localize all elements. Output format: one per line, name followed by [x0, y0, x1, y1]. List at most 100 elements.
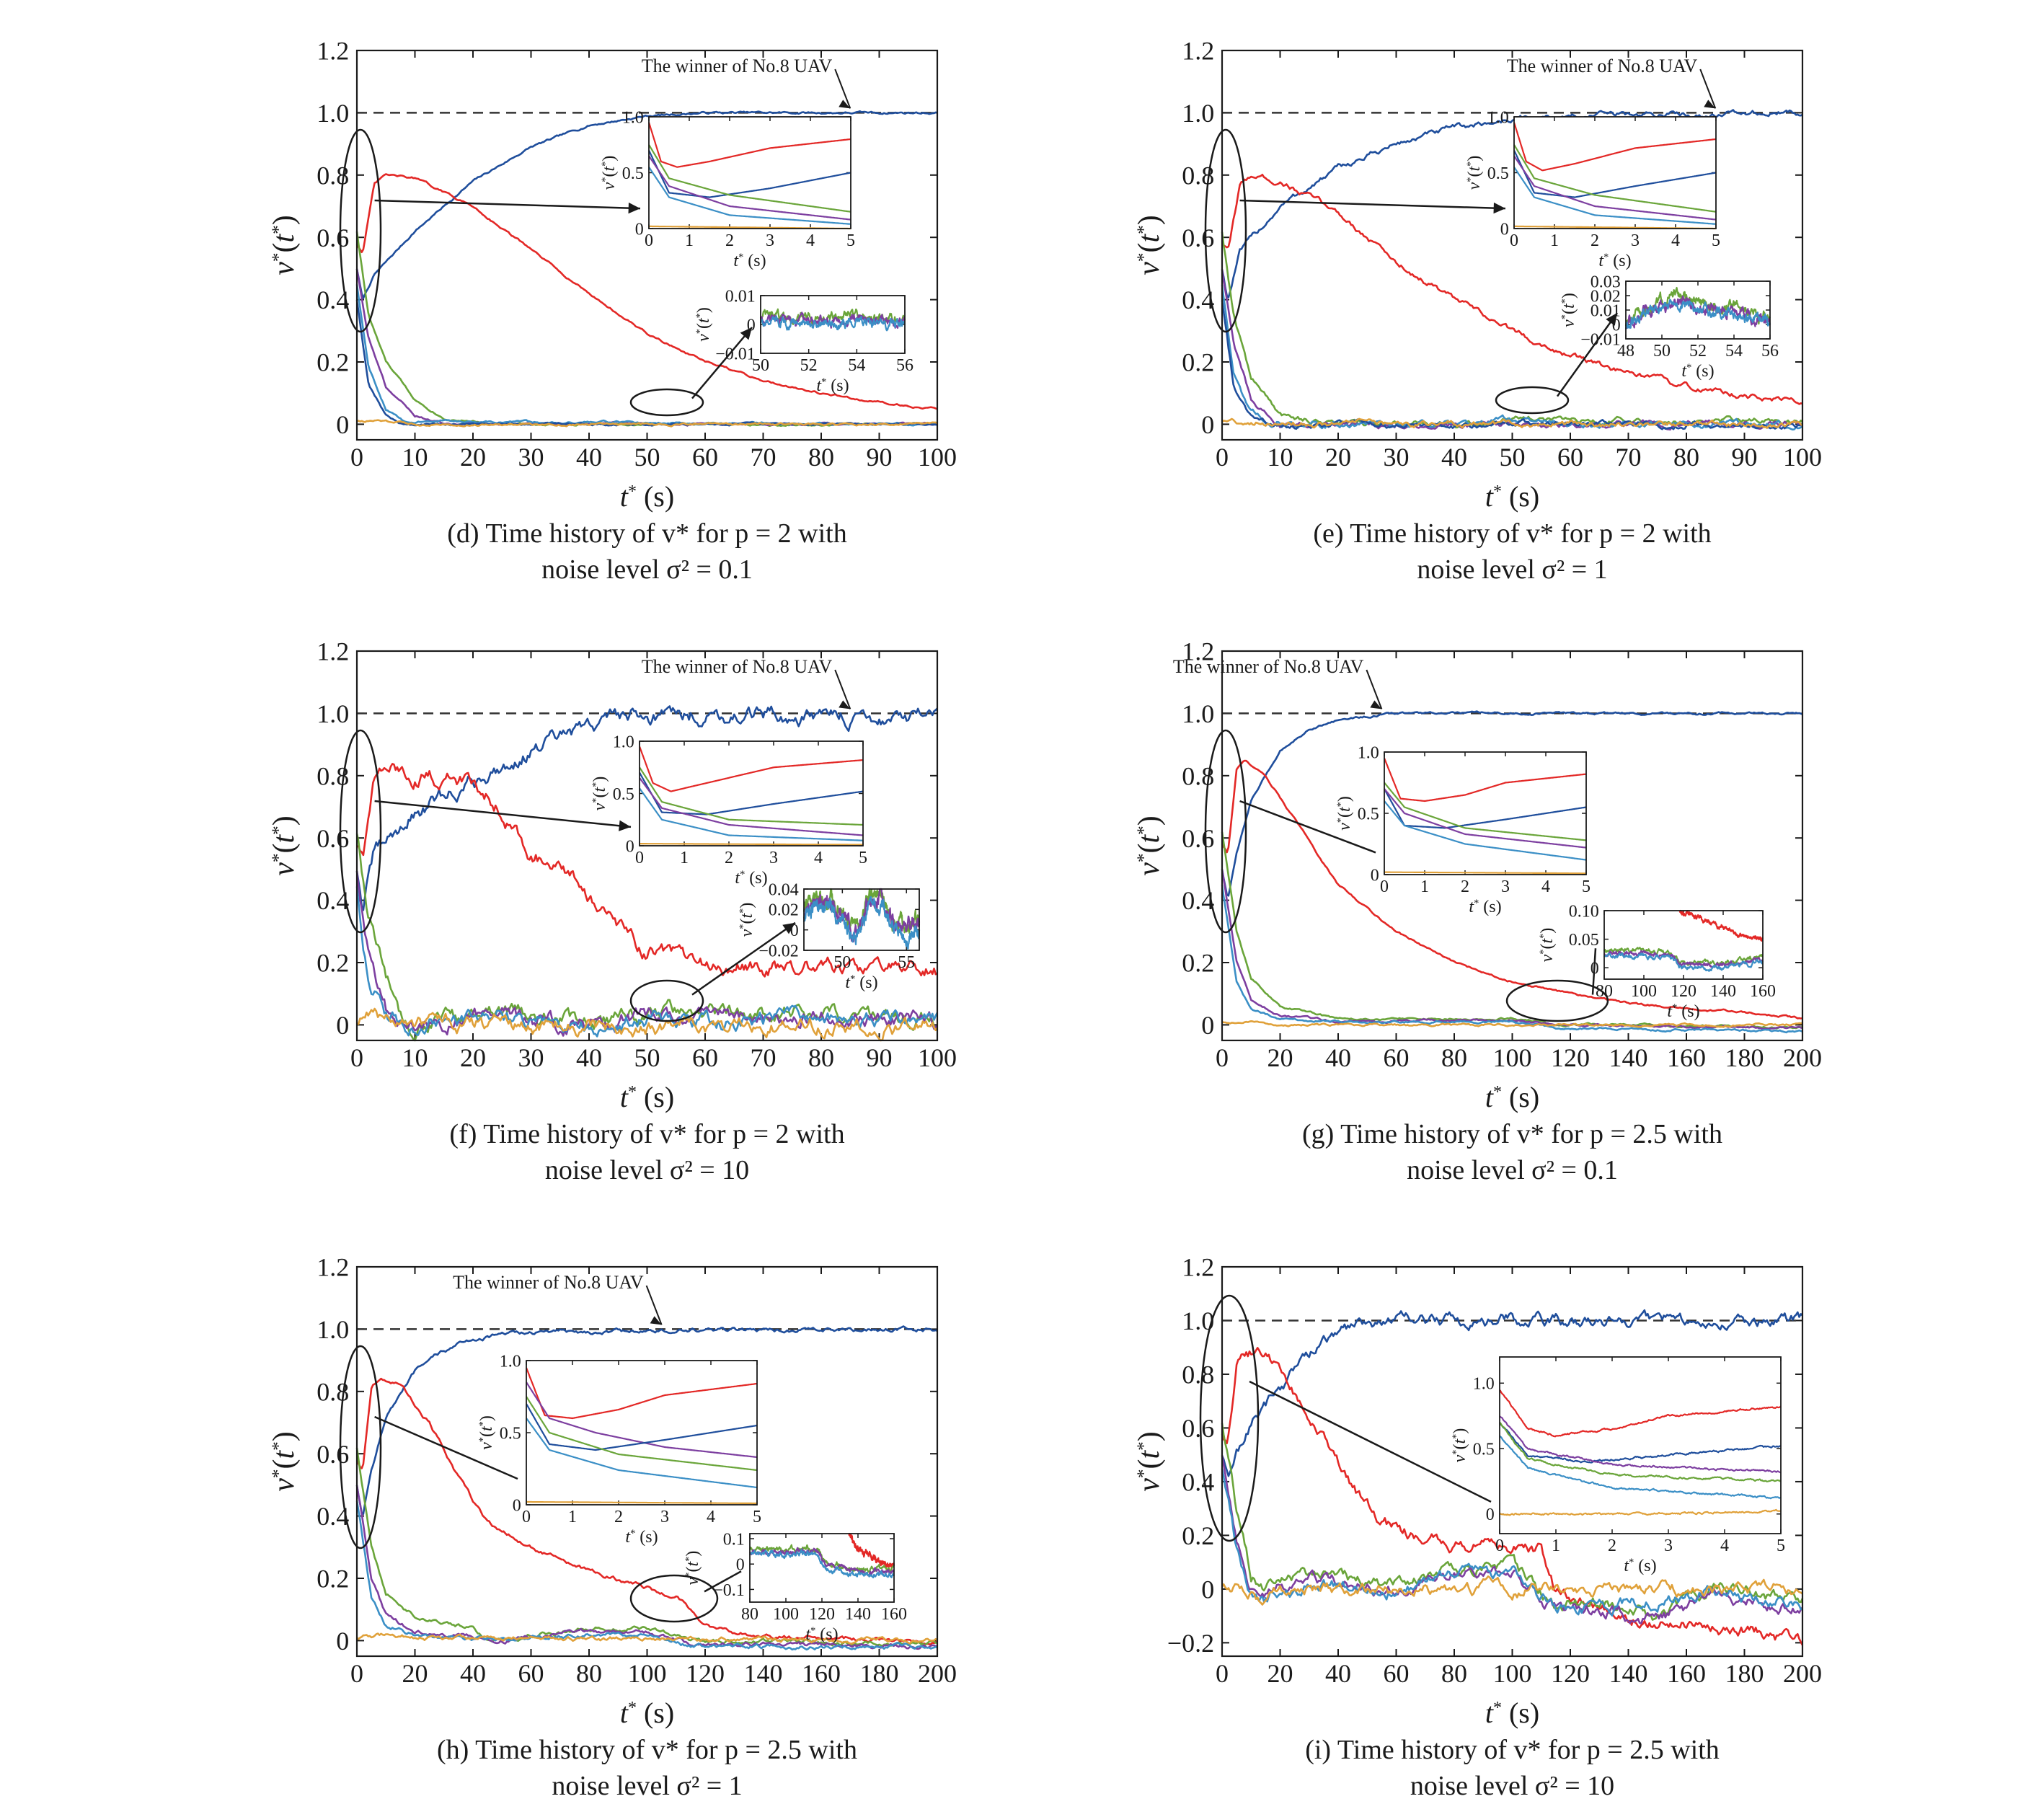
inset-frame: [526, 1360, 758, 1505]
series-line-orange: [356, 1632, 938, 1645]
panel-i-x-tick-label: 120: [1551, 1659, 1590, 1688]
inset-x-tick-label: 80: [1596, 982, 1613, 1001]
inset-y-tick-label: 1.0: [1358, 743, 1379, 762]
y-axis-label: v*(t*): [1133, 215, 1166, 275]
inset-x-tick-label: 5: [846, 231, 855, 250]
panel-f-x-tick-label: 100: [918, 1043, 957, 1072]
x-axis-label: t* (s): [620, 1081, 674, 1113]
y-axis-label: v*(t*): [1133, 1431, 1166, 1492]
panel-d-y-tick-label: 0.6: [317, 224, 349, 252]
inset-series-line-teal: [526, 1418, 758, 1489]
inset-y-tick-label: 0: [1371, 866, 1379, 885]
series-line-orange: [1221, 417, 1803, 429]
panel-g-x-tick-label: 200: [1783, 1043, 1822, 1072]
zoom-ellipse: [1204, 128, 1247, 333]
inset-plot-area: [640, 741, 863, 846]
panel-d-y-tick-label: 0.2: [317, 348, 349, 377]
winner-annotation: The winner of No.8 UAV: [642, 56, 833, 76]
inset-series-line-teal: [802, 896, 921, 950]
inset-y-tick-label: 0: [1486, 1505, 1495, 1524]
arrow-head: [628, 202, 640, 214]
panel-f-y-tick-label: 1.0: [317, 699, 349, 728]
inset-frame: [1603, 910, 1764, 980]
inset-frame: [1499, 1356, 1782, 1534]
inset-y-axis-label: v*(t*): [1465, 156, 1484, 190]
inset-series-line-teal: [639, 787, 864, 841]
inset-plot-area: [1604, 911, 1763, 979]
series-line-teal: [1221, 1468, 1803, 1617]
inset-x-tick-label: 5: [753, 1508, 761, 1526]
panel-e: 0 10 20 30 40 50 60 70 80 90 10000.20.40.60.81.01.…: [1133, 37, 1822, 513]
panel-f-x-tick-label: 60: [692, 1043, 718, 1072]
annotation-arrow: [834, 669, 851, 709]
caption-line-1: (h) Time history of v* for p = 2.5 with: [437, 1735, 857, 1765]
inset-x-tick-label: 80: [741, 1605, 758, 1624]
caption-line-2: noise level σ² = 10: [1410, 1771, 1615, 1801]
inset-frame: [1513, 116, 1717, 229]
inset-plot-area: [526, 1361, 757, 1505]
inset-series-line-green: [639, 766, 864, 826]
zoom-connector: [1239, 800, 1376, 854]
caption-line-1: (g) Time history of v* for p = 2.5 with: [1302, 1119, 1722, 1149]
inset-x-tick-label: 120: [809, 1605, 835, 1624]
panel-e-y-tick-label: 1.0: [1182, 99, 1214, 128]
inset-series-line-purple: [1384, 788, 1587, 849]
inset-series-line-orange: [526, 1500, 758, 1505]
inset-x-tick-label: 1: [568, 1508, 577, 1526]
panel-f-x-tick-label: 0: [350, 1043, 363, 1072]
inset-x-tick-label: 5: [1777, 1537, 1785, 1555]
y-axis-label: v*(t*): [267, 815, 301, 876]
inset-series-line-teal: [1499, 1435, 1782, 1500]
inset-x-tick-label: 4: [707, 1508, 715, 1526]
panel-f-x-tick-label: 80: [808, 1043, 834, 1072]
panel-i-x-tick-label: 40: [1325, 1659, 1351, 1688]
zoom-ellipse: [629, 979, 704, 1022]
panel-h-x-tick-label: 60: [518, 1659, 544, 1688]
zoom-connector: [1249, 1380, 1492, 1503]
inset-y-tick-label: 0.02: [769, 901, 799, 920]
panel-i-y-tick-label: 1.2: [1182, 1253, 1214, 1282]
inset-x-axis-label: t* (s): [625, 1528, 658, 1547]
panel-e-x-tick-label: 100: [1783, 443, 1822, 472]
panel-d-x-tick-label: 50: [634, 443, 660, 472]
inset-x-tick-label: 56: [896, 356, 913, 375]
inset-y-tick-label: 0: [1590, 960, 1599, 978]
caption-line-1: (i) Time history of v* for p = 2.5 with: [1305, 1735, 1720, 1765]
panel-g-y-tick-label: 0.2: [1182, 949, 1214, 978]
panel-i: 0 20 40 60 80 100 120 140 160 180 200−0.200.20.40.…: [1133, 1253, 1822, 1729]
inset-x-tick-label: 160: [1750, 982, 1776, 1001]
panel-i-y-tick-label: 0.8: [1182, 1361, 1214, 1389]
inset-x-tick-label: 3: [1631, 231, 1640, 250]
inset-x-tick-label: 2: [614, 1508, 623, 1526]
inset-y-tick-label: 0.10: [1569, 902, 1599, 921]
inset-series-line-green: [648, 144, 851, 213]
panel-i-y-tick-label: 0: [1201, 1575, 1214, 1604]
panel-h-x-tick-label: 80: [576, 1659, 602, 1688]
inset-x-axis-label: t* (s): [735, 869, 767, 888]
panel-e-x-tick-label: 60: [1557, 443, 1583, 472]
panel-f-x-tick-label: 30: [518, 1043, 544, 1072]
inset-y-tick-label: 0: [626, 837, 634, 856]
inset-x-tick-label: 2: [1608, 1537, 1616, 1555]
annotation-arrow: [834, 68, 851, 109]
inset-frame: [760, 295, 906, 354]
plot-frame: [1221, 650, 1804, 1042]
inset-y-tick-label: 0: [736, 1556, 745, 1575]
zoom-connector: [691, 327, 753, 399]
inset-series-line-runner: [848, 1532, 895, 1570]
inset-y-tick-label: −0.1: [713, 1581, 745, 1600]
inset-x-tick-label: 3: [660, 1508, 669, 1526]
inset-x-tick-label: 0: [1495, 1537, 1504, 1555]
inset-g-1: 0 1 2 3 4 5 0 0.5 1.0 t* (s) v*(t*): [1335, 743, 1590, 916]
annotation-arrow-head: [1370, 700, 1382, 709]
zoom-connector: [374, 199, 641, 210]
inset-y-tick-label: 0: [790, 921, 799, 940]
inset-y-tick-label: −0.02: [758, 942, 799, 960]
panel-caption-f: (f) Time history of v* for p = 2 with noi…: [287, 1116, 1008, 1188]
zoom-connector: [704, 1570, 742, 1593]
winner-annotation: The winner of No.8 UAV: [453, 1272, 644, 1293]
series-line-purple: [1221, 1455, 1804, 1624]
panel-e-x-tick-label: 70: [1616, 443, 1642, 472]
inset-y-tick-label: 1.0: [1487, 108, 1509, 127]
winner-annotation: The winner of No.8 UAV: [1173, 656, 1364, 677]
